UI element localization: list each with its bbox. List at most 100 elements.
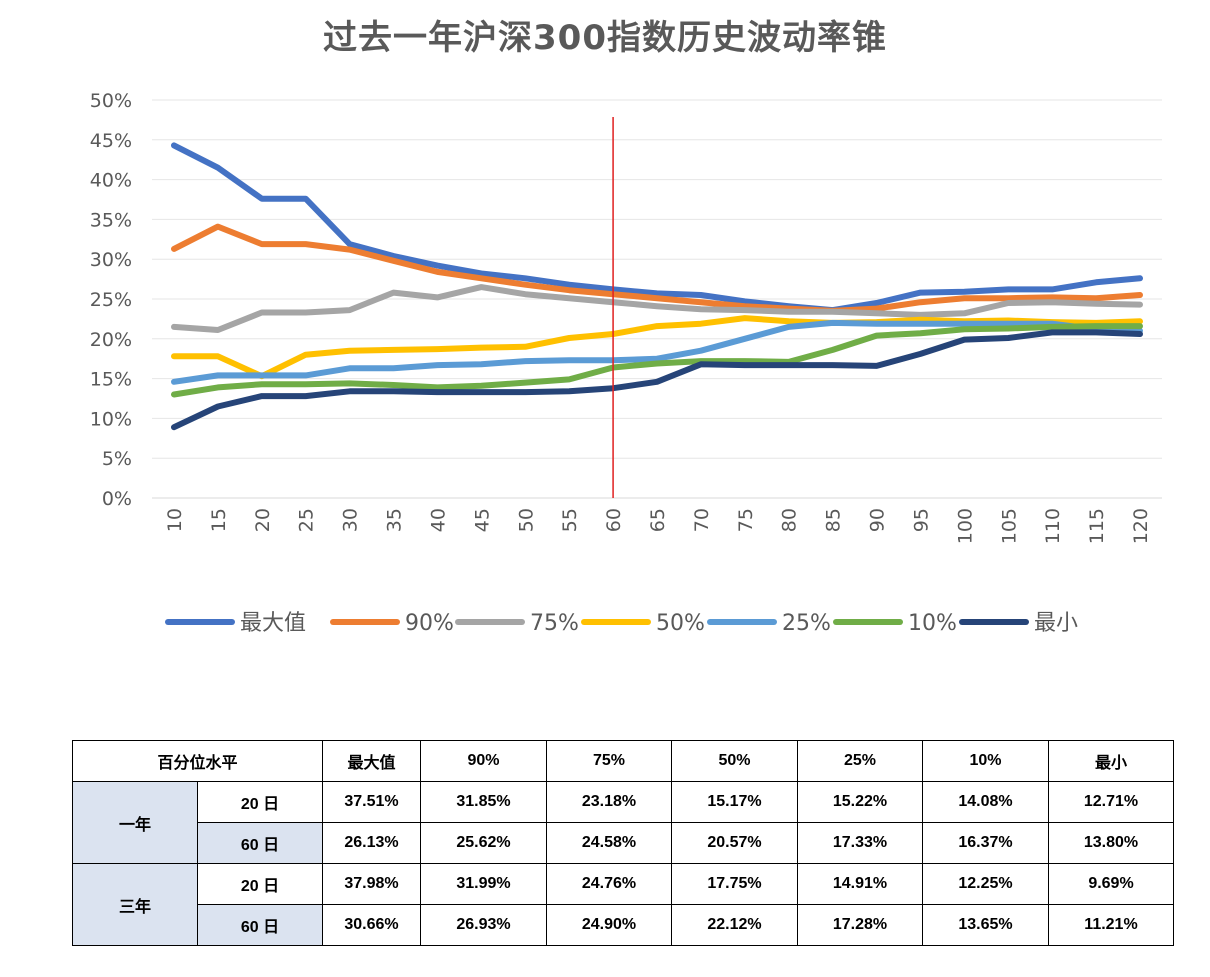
- header-percentile-level: 百分位水平: [72, 740, 323, 782]
- header-cell: 最小: [1048, 740, 1174, 782]
- value-cell: 13.65%: [922, 904, 1049, 946]
- series-line-0: [171, 142, 1143, 314]
- x-tick-label: 95: [910, 508, 932, 532]
- x-tick-label: 50: [515, 508, 537, 532]
- legend-label: 最小: [1034, 611, 1078, 636]
- value-cell: 25.62%: [420, 822, 547, 864]
- value-cell: 22.12%: [671, 904, 798, 946]
- value-cell: 23.18%: [546, 781, 672, 823]
- value-cell: 26.13%: [322, 822, 421, 864]
- chart-title: 过去一年沪深300指数历史波动率锥: [323, 18, 887, 58]
- horizon-cell: 20 日: [197, 781, 323, 823]
- x-tick-label: 100: [954, 508, 976, 544]
- x-tick-label: 60: [603, 508, 625, 532]
- horizon-cell: 20 日: [197, 863, 323, 905]
- table-row: 60 日 30.66% 26.93% 24.90% 22.12% 17.28% 13.65%…: [73, 904, 1174, 946]
- x-tick-label: 45: [471, 508, 493, 532]
- x-tick-label: 30: [340, 508, 362, 532]
- horizon-cell: 60 日: [197, 822, 323, 864]
- value-cell: 37.98%: [322, 863, 421, 905]
- x-tick-label: 55: [559, 508, 581, 532]
- y-tick-label: 30%: [90, 249, 132, 271]
- value-cell: 24.90%: [546, 904, 672, 946]
- legend-label: 10%: [908, 611, 957, 636]
- header-cell: 10%: [922, 740, 1049, 782]
- value-cell: 14.08%: [922, 781, 1049, 823]
- x-tick-label: 115: [1086, 508, 1108, 544]
- x-tick-label: 25: [296, 508, 318, 532]
- period-cell: 三年: [72, 863, 198, 946]
- x-tick-label: 65: [647, 508, 669, 532]
- y-tick-label: 15%: [90, 369, 132, 391]
- period-cell: 一年: [72, 781, 198, 864]
- volatility-table: 百分位水平 最大值 90% 75% 50% 25% 10% 最小 一年 20 日 37.51% 31.…: [72, 740, 1174, 946]
- table-row: 60 日 26.13% 25.62% 24.58% 20.57% 17.33% 16.37%…: [73, 822, 1174, 864]
- table-row: 三年 20 日 37.98% 31.99% 24.76% 17.75% 14.91% 12.2…: [72, 863, 1174, 946]
- legend-label: 75%: [530, 611, 579, 636]
- series-line-1: [171, 223, 1143, 314]
- series-line-5: [171, 323, 1143, 398]
- value-cell: 15.17%: [671, 781, 798, 823]
- table-header-row: 百分位水平 最大值 90% 75% 50% 25% 10% 最小: [72, 740, 1174, 782]
- value-cell: 20.57%: [671, 822, 798, 864]
- x-tick-label: 35: [384, 508, 406, 532]
- header-cell: 90%: [420, 740, 547, 782]
- value-cell: 12.25%: [922, 863, 1049, 905]
- x-tick-label: 80: [779, 508, 801, 532]
- value-cell: 31.99%: [420, 863, 547, 905]
- y-tick-label: 25%: [90, 289, 132, 311]
- y-tick-label: 40%: [90, 170, 132, 192]
- y-tick-label: 5%: [102, 448, 132, 470]
- header-cell: 最大值: [322, 740, 421, 782]
- value-cell: 15.22%: [797, 781, 923, 823]
- y-axis-ticks: 0% 5% 10% 15% 20% 25% 30% 35% 40% 45% 50%: [90, 90, 132, 510]
- series-lines: [171, 142, 1143, 431]
- legend-item-0: 最大值: [165, 611, 306, 636]
- header-cell: 25%: [797, 740, 923, 782]
- legend-item-6: 最小: [959, 611, 1078, 636]
- value-cell: 17.75%: [671, 863, 798, 905]
- x-tick-label: 120: [1130, 508, 1152, 544]
- value-cell: 30.66%: [322, 904, 421, 946]
- header-cell: 75%: [546, 740, 672, 782]
- legend-item-4: 25%: [707, 611, 831, 636]
- header-cell: 50%: [671, 740, 798, 782]
- x-tick-label: 75: [735, 508, 757, 532]
- value-cell: 12.71%: [1048, 781, 1174, 823]
- value-cell: 14.91%: [797, 863, 923, 905]
- legend-label: 最大值: [240, 611, 306, 636]
- y-tick-label: 10%: [90, 408, 132, 430]
- x-tick-label: 10: [164, 508, 186, 532]
- x-tick-label: 105: [998, 508, 1020, 544]
- series-line-2: [171, 284, 1143, 333]
- value-cell: 24.58%: [546, 822, 672, 864]
- legend: 最大值 90% 75% 50% 25% 10% 最小: [165, 611, 1078, 636]
- y-tick-label: 20%: [90, 329, 132, 351]
- legend-label: 90%: [405, 611, 454, 636]
- x-tick-label: 85: [823, 508, 845, 532]
- value-cell: 24.76%: [546, 863, 672, 905]
- legend-item-5: 10%: [833, 611, 957, 636]
- x-tick-label: 40: [427, 508, 449, 532]
- value-cell: 26.93%: [420, 904, 547, 946]
- legend-label: 25%: [782, 611, 831, 636]
- y-tick-label: 45%: [90, 130, 132, 152]
- table-row: 一年 20 日 37.51% 31.85% 23.18% 15.17% 15.22% 14.0…: [72, 781, 1174, 864]
- series-line-6: [171, 329, 1143, 431]
- x-tick-label: 70: [691, 508, 713, 532]
- grid-lines: [152, 99, 1162, 499]
- x-tick-label: 110: [1042, 508, 1064, 544]
- x-tick-label: 90: [867, 508, 889, 532]
- y-tick-label: 0%: [102, 488, 132, 510]
- value-cell: 13.80%: [1048, 822, 1174, 864]
- horizon-cell: 60 日: [197, 904, 323, 946]
- value-cell: 37.51%: [322, 781, 421, 823]
- value-cell: 11.21%: [1048, 904, 1174, 946]
- volatility-cone-chart: 0% 5% 10% 15% 20% 25% 30% 35% 40% 45% 50% 10 15 20 25…: [90, 90, 1162, 636]
- legend-item-2: 75%: [455, 611, 579, 636]
- value-cell: 17.28%: [797, 904, 923, 946]
- x-tick-label: 15: [208, 508, 230, 532]
- legend-label: 50%: [656, 611, 705, 636]
- y-tick-label: 50%: [90, 90, 132, 112]
- series-line-4: [171, 319, 1143, 385]
